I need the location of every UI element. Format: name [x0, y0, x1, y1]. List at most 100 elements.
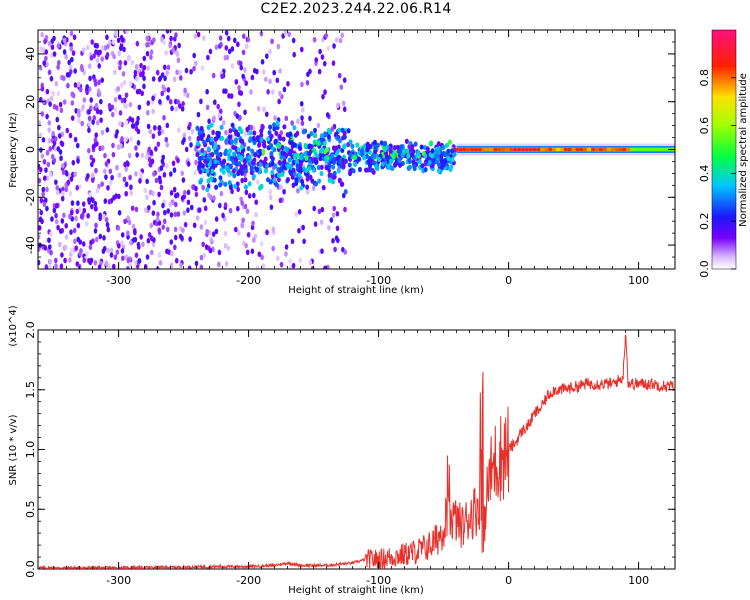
heatmap-cell — [64, 53, 68, 60]
heatmap-cell — [86, 173, 90, 179]
heatmap-cell — [332, 205, 337, 212]
heatmap-cell — [288, 131, 293, 137]
heatmap-cell — [289, 139, 294, 146]
heatmap-cell — [458, 147, 463, 152]
heatmap-cell — [38, 96, 43, 103]
heatmap-cell — [166, 94, 170, 101]
heatmap-cell — [186, 207, 190, 213]
heatmap-cell — [117, 209, 122, 216]
heatmap-cell — [551, 147, 557, 152]
heatmap-cell — [55, 189, 60, 196]
page-title: C2E2.2023.244.22.06.R14 — [260, 1, 452, 17]
heatmap-cell — [47, 120, 52, 126]
heatmap-cell — [278, 68, 282, 74]
heatmap-cell — [258, 185, 263, 191]
snr-y-ticks: 0.0 0.5 1.0 1.5 2.0 — [24, 321, 675, 578]
heatmap-cell — [360, 148, 365, 154]
heatmap-cell — [136, 244, 141, 250]
heatmap-cell — [112, 53, 116, 60]
heatmap-cell — [219, 190, 224, 197]
heatmap-cell — [332, 43, 336, 49]
heatmap-cell — [79, 63, 84, 70]
heatmap-cell — [120, 240, 124, 246]
heatmap-cell — [128, 261, 133, 268]
heatmap-cell — [212, 195, 216, 202]
heatmap-cell — [249, 165, 254, 171]
heatmap-cell — [365, 141, 370, 147]
heatmap-cell — [104, 174, 108, 180]
heatmap-cell — [567, 147, 572, 152]
heatmap-cell — [205, 137, 210, 143]
heatmap-cell — [224, 148, 229, 154]
heatmap-cell — [269, 142, 274, 149]
heatmap-cell — [197, 207, 202, 213]
heatmap-cell — [181, 100, 185, 107]
heatmap-cell — [280, 171, 285, 178]
heatmap-cell — [311, 185, 316, 191]
heatmap-cell — [123, 60, 128, 66]
heatmap-cell — [70, 115, 75, 121]
heatmap-cell — [308, 158, 313, 164]
heatmap-cell — [123, 161, 127, 168]
heatmap-cell — [233, 157, 238, 163]
heatmap-cell — [95, 43, 100, 49]
heatmap-cell — [261, 142, 266, 148]
heatmap-cell — [211, 72, 216, 79]
heatmap-cell — [347, 162, 352, 168]
heatmap-cell — [194, 159, 198, 166]
heatmap-cell — [76, 236, 81, 243]
heatmap-cell — [59, 140, 64, 146]
heatmap-cell — [75, 142, 80, 149]
heatmap-cell — [268, 48, 272, 55]
heatmap-cell — [142, 83, 146, 90]
heatmap-cell — [254, 211, 258, 218]
heatmap-cell — [88, 192, 92, 198]
spectrogram-y-axis-title: Frequency (Hz) — [8, 112, 19, 188]
heatmap-cell — [331, 164, 336, 170]
heatmap-cell — [410, 144, 415, 150]
heatmap-cell — [441, 144, 446, 150]
heatmap-cell — [52, 51, 57, 57]
heatmap-cell — [182, 132, 187, 139]
heatmap-cell — [126, 55, 131, 62]
heatmap-cell — [61, 186, 65, 192]
spectrogram-heatmap — [38, 30, 675, 269]
heatmap-cell — [56, 43, 61, 49]
heatmap-cell — [236, 41, 240, 48]
heatmap-cell — [87, 120, 92, 127]
heatmap-cell — [245, 249, 250, 256]
heatmap-cell — [212, 99, 217, 106]
heatmap-cell — [485, 147, 490, 152]
heatmap-cell — [303, 151, 308, 157]
heatmap-cell — [336, 168, 341, 174]
heatmap-cell — [366, 159, 371, 165]
heatmap-cell — [260, 254, 264, 261]
heatmap-cell — [60, 218, 65, 224]
heatmap-cell — [203, 205, 208, 212]
y-tick-label: 2.0 — [24, 321, 37, 339]
heatmap-cell — [294, 211, 299, 218]
heatmap-cell — [493, 147, 498, 152]
heatmap-cell — [192, 52, 196, 59]
y-tick-label: 1.0 — [24, 441, 37, 459]
heatmap-cell — [217, 261, 221, 268]
heatmap-cell — [246, 36, 251, 43]
heatmap-cell — [115, 164, 119, 171]
heatmap-cell — [147, 232, 152, 238]
heatmap-cell — [137, 104, 142, 111]
heatmap-cell — [236, 229, 241, 236]
heatmap-cell — [362, 155, 367, 161]
heatmap-cell — [327, 172, 332, 179]
heatmap-cell — [417, 159, 422, 165]
heatmap-cell — [145, 109, 150, 116]
heatmap-cell — [97, 63, 102, 69]
heatmap-cell — [230, 46, 235, 52]
heatmap-cell — [297, 227, 301, 234]
heatmap-cell — [39, 46, 43, 52]
heatmap-cell — [54, 80, 59, 87]
heatmap-cell — [126, 230, 130, 236]
heatmap-cell — [277, 98, 281, 105]
heatmap-cell — [583, 147, 588, 152]
heatmap-cell — [124, 120, 129, 126]
heatmap-cell — [180, 170, 185, 177]
